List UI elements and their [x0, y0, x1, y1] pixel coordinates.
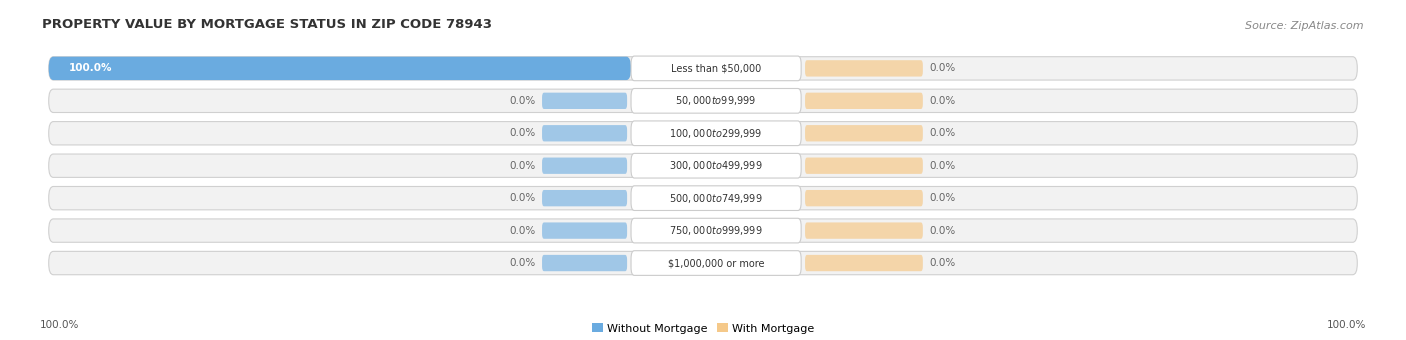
Text: $500,000 to $749,999: $500,000 to $749,999 — [669, 192, 763, 205]
Text: 0.0%: 0.0% — [929, 193, 956, 203]
FancyBboxPatch shape — [631, 153, 801, 178]
Text: $1,000,000 or more: $1,000,000 or more — [668, 258, 765, 268]
FancyBboxPatch shape — [806, 255, 922, 271]
FancyBboxPatch shape — [49, 122, 1357, 145]
FancyBboxPatch shape — [806, 222, 922, 239]
FancyBboxPatch shape — [49, 57, 1357, 80]
Text: $50,000 to $99,999: $50,000 to $99,999 — [675, 94, 756, 107]
FancyBboxPatch shape — [543, 92, 627, 109]
Text: $100,000 to $299,999: $100,000 to $299,999 — [669, 127, 763, 140]
Text: 0.0%: 0.0% — [509, 96, 536, 106]
Text: Source: ZipAtlas.com: Source: ZipAtlas.com — [1246, 21, 1364, 31]
Text: 0.0%: 0.0% — [929, 258, 956, 268]
FancyBboxPatch shape — [543, 190, 627, 206]
FancyBboxPatch shape — [806, 190, 922, 206]
FancyBboxPatch shape — [543, 157, 627, 174]
FancyBboxPatch shape — [631, 88, 801, 113]
FancyBboxPatch shape — [631, 186, 801, 210]
FancyBboxPatch shape — [631, 251, 801, 275]
Legend: Without Mortgage, With Mortgage: Without Mortgage, With Mortgage — [588, 319, 818, 338]
FancyBboxPatch shape — [49, 154, 1357, 177]
FancyBboxPatch shape — [631, 56, 801, 81]
FancyBboxPatch shape — [543, 125, 627, 141]
Text: 0.0%: 0.0% — [509, 258, 536, 268]
FancyBboxPatch shape — [806, 157, 922, 174]
Text: 100.0%: 100.0% — [69, 63, 112, 73]
Text: 0.0%: 0.0% — [929, 63, 956, 73]
Text: 100.0%: 100.0% — [39, 320, 79, 330]
Text: PROPERTY VALUE BY MORTGAGE STATUS IN ZIP CODE 78943: PROPERTY VALUE BY MORTGAGE STATUS IN ZIP… — [42, 18, 492, 31]
Text: 0.0%: 0.0% — [929, 96, 956, 106]
FancyBboxPatch shape — [49, 186, 1357, 210]
Text: 0.0%: 0.0% — [929, 226, 956, 236]
FancyBboxPatch shape — [806, 60, 922, 76]
FancyBboxPatch shape — [49, 219, 1357, 242]
FancyBboxPatch shape — [49, 89, 1357, 113]
Text: 0.0%: 0.0% — [509, 226, 536, 236]
Text: $750,000 to $999,999: $750,000 to $999,999 — [669, 224, 763, 237]
FancyBboxPatch shape — [543, 222, 627, 239]
Text: 0.0%: 0.0% — [929, 161, 956, 171]
Text: Less than $50,000: Less than $50,000 — [671, 63, 761, 73]
Text: 0.0%: 0.0% — [509, 161, 536, 171]
Text: 0.0%: 0.0% — [509, 128, 536, 138]
FancyBboxPatch shape — [49, 57, 631, 80]
Text: 0.0%: 0.0% — [929, 128, 956, 138]
Text: $300,000 to $499,999: $300,000 to $499,999 — [669, 159, 763, 172]
Text: 100.0%: 100.0% — [1327, 320, 1367, 330]
FancyBboxPatch shape — [806, 125, 922, 141]
FancyBboxPatch shape — [631, 218, 801, 243]
FancyBboxPatch shape — [631, 121, 801, 146]
Text: 0.0%: 0.0% — [509, 193, 536, 203]
FancyBboxPatch shape — [543, 255, 627, 271]
FancyBboxPatch shape — [49, 251, 1357, 275]
FancyBboxPatch shape — [806, 92, 922, 109]
